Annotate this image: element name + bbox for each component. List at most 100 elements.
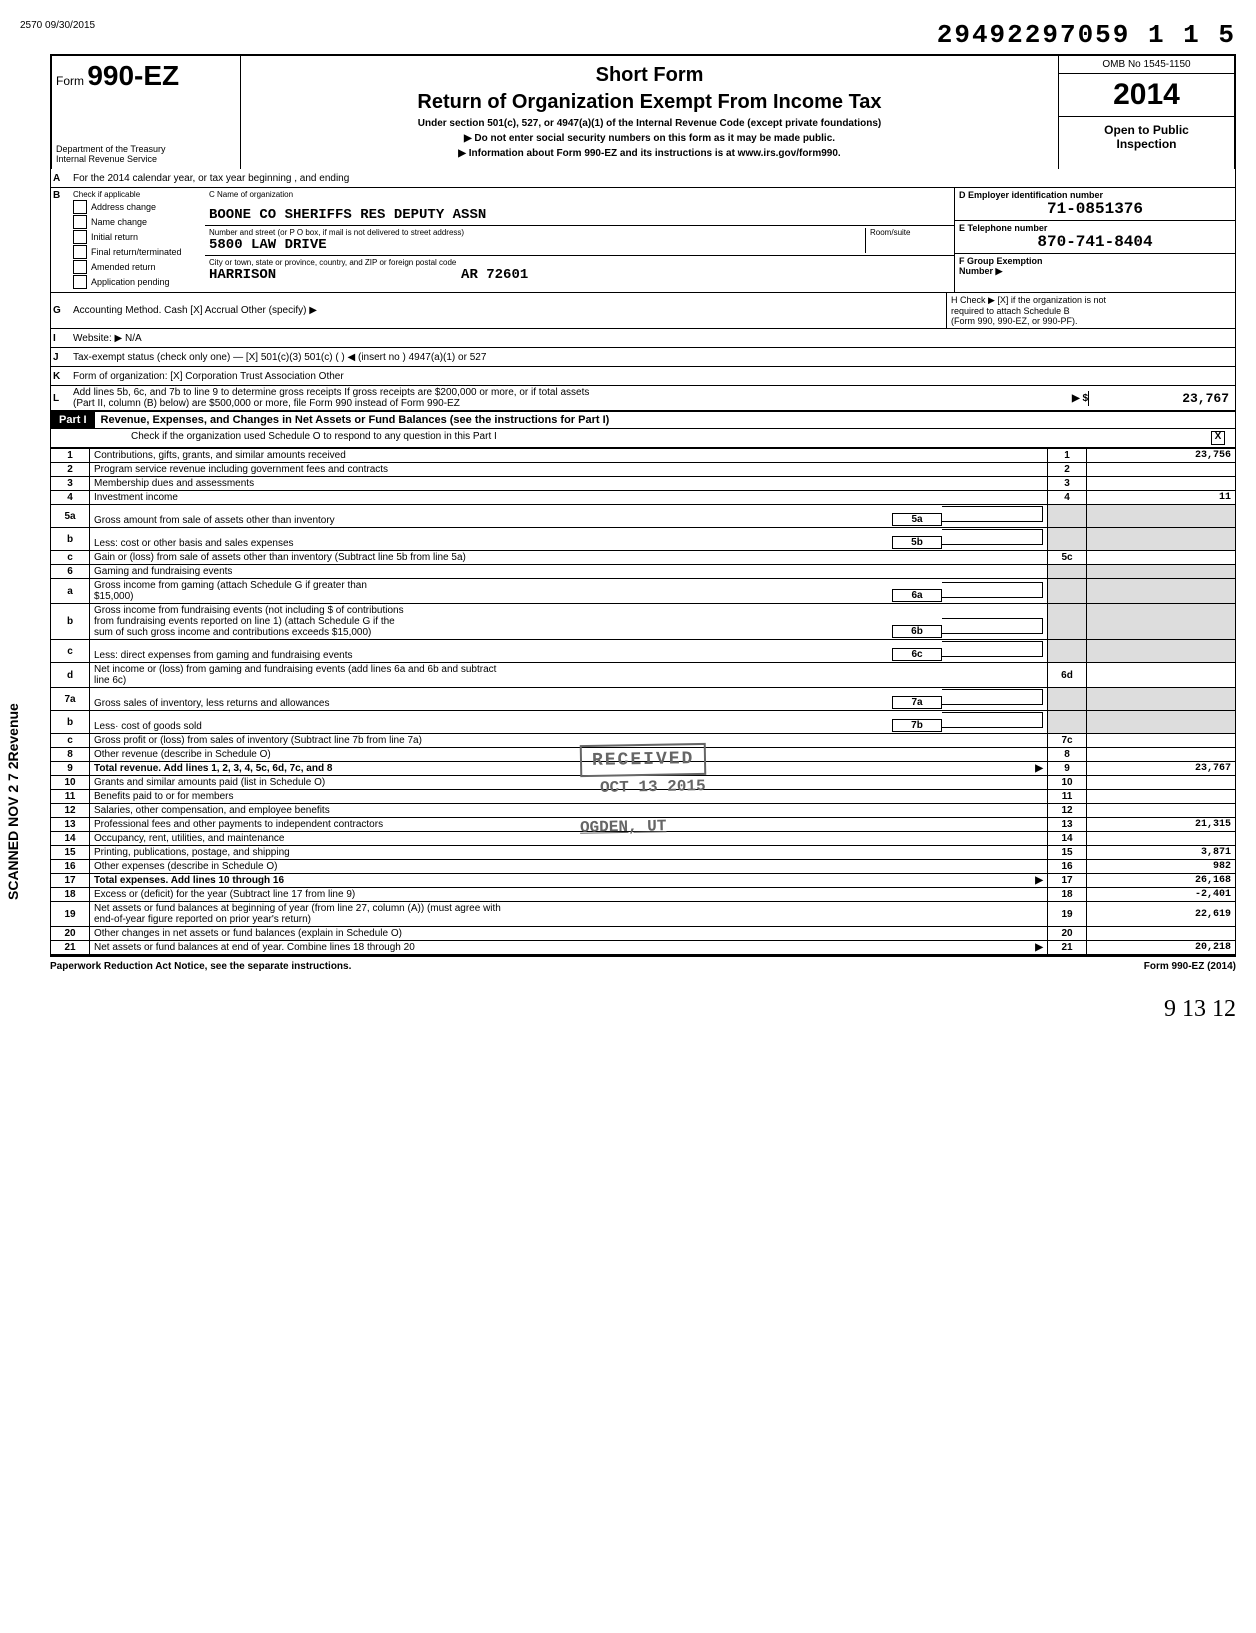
amt-cell bbox=[1087, 528, 1236, 551]
e-label: E Telephone number bbox=[959, 223, 1231, 233]
content-l: Add lines 5b, 6c, and 7b to line 9 to de… bbox=[71, 386, 1048, 410]
amt-cell: 22,619 bbox=[1087, 902, 1236, 927]
line-number: 19 bbox=[51, 902, 90, 927]
top-header: 2570 09/30/2015 29492297059 1 1 5 bbox=[20, 20, 1236, 50]
row-k: K Form of organization: [X] Corporation … bbox=[50, 367, 1236, 386]
line-desc: Less· cost of goods sold7b bbox=[90, 711, 1048, 734]
table-row: 6Gaming and fundraising events bbox=[51, 565, 1236, 579]
amt-cell bbox=[1087, 734, 1236, 748]
amt-cell: 21,315 bbox=[1087, 818, 1236, 832]
table-row: cGain or (loss) from sale of assets othe… bbox=[51, 551, 1236, 565]
amt-cell: 3,871 bbox=[1087, 846, 1236, 860]
stamp-loc: OGDEN, UT bbox=[570, 813, 677, 841]
label-b: B bbox=[51, 188, 71, 292]
sub-line-box: 5b bbox=[892, 536, 942, 549]
content-i: Website: ▶ N/A bbox=[71, 332, 1235, 345]
line-num-cell bbox=[1048, 528, 1087, 551]
line-number: 21 bbox=[51, 941, 90, 955]
org-name-row: C Name of organization BOONE CO SHERIFFS… bbox=[205, 188, 954, 226]
check-label: Check if applicable bbox=[73, 190, 203, 199]
line-desc: Grants and similar amounts paid (list in… bbox=[90, 776, 1048, 790]
line-desc: Salaries, other compensation, and employ… bbox=[90, 804, 1048, 818]
cb-label: Initial return bbox=[91, 232, 138, 242]
section-a-row: A For the 2014 calendar year, or tax yea… bbox=[50, 169, 1236, 188]
part1-check-text: Check if the organization used Schedule … bbox=[131, 431, 497, 445]
line-number: 10 bbox=[51, 776, 90, 790]
label-g: G bbox=[51, 304, 71, 317]
check-pending: Application pending bbox=[73, 275, 203, 289]
line-number: b bbox=[51, 604, 90, 640]
checkbox[interactable] bbox=[73, 245, 87, 259]
line-num-cell: 11 bbox=[1048, 790, 1087, 804]
open-public: Open to Public Inspection bbox=[1059, 117, 1234, 169]
amt-cell: 982 bbox=[1087, 860, 1236, 874]
checkbox[interactable] bbox=[73, 260, 87, 274]
ein: 71-0851376 bbox=[959, 200, 1231, 218]
line-number: 16 bbox=[51, 860, 90, 874]
checkbox[interactable] bbox=[73, 275, 87, 289]
ein-row: D Employer identification number 71-0851… bbox=[955, 188, 1235, 221]
checkbox[interactable] bbox=[73, 230, 87, 244]
line-number: a bbox=[51, 579, 90, 604]
line-number: 15 bbox=[51, 846, 90, 860]
amt-cell: -2,401 bbox=[1087, 888, 1236, 902]
line-desc: Other changes in net assets or fund bala… bbox=[90, 927, 1048, 941]
check-final: Final return/terminated bbox=[73, 245, 203, 259]
line-num-cell: 20 bbox=[1048, 927, 1087, 941]
table-row: 21Net assets or fund balances at end of … bbox=[51, 941, 1236, 955]
arrow-icon: ▶ bbox=[1035, 763, 1043, 774]
line-number: 17 bbox=[51, 874, 90, 888]
line-number: 9 bbox=[51, 762, 90, 776]
checkbox[interactable] bbox=[73, 200, 87, 214]
row-l: L Add lines 5b, 6c, and 7b to line 9 to … bbox=[50, 386, 1236, 411]
line-number: 20 bbox=[51, 927, 90, 941]
line-desc: Less: cost or other basis and sales expe… bbox=[90, 528, 1048, 551]
line-num-cell bbox=[1048, 711, 1087, 734]
label-i: I bbox=[51, 332, 71, 345]
cb-label: Amended return bbox=[91, 262, 156, 272]
table-row: 7aGross sales of inventory, less returns… bbox=[51, 688, 1236, 711]
line-number: 7a bbox=[51, 688, 90, 711]
line-num-cell: 17 bbox=[1048, 874, 1087, 888]
amt-cell bbox=[1087, 477, 1236, 491]
section-b-row: B Check if applicable Address change Nam… bbox=[50, 188, 1236, 293]
line-desc: Printing, publications, postage, and shi… bbox=[90, 846, 1048, 860]
sub-line-box: 6a bbox=[892, 589, 942, 602]
amt-cell bbox=[1087, 505, 1236, 528]
sub-line-box: 6b bbox=[892, 625, 942, 638]
line-num-cell: 21 bbox=[1048, 941, 1087, 955]
part1-header: Part I Revenue, Expenses, and Changes in… bbox=[50, 411, 1236, 429]
org-addr: 5800 LAW DRIVE bbox=[209, 237, 865, 253]
line-desc: Net assets or fund balances at beginning… bbox=[90, 902, 1048, 927]
line-number: 18 bbox=[51, 888, 90, 902]
amt-cell bbox=[1087, 604, 1236, 640]
line-number: d bbox=[51, 663, 90, 688]
cb-label: Application pending bbox=[91, 277, 170, 287]
line-num-cell bbox=[1048, 640, 1087, 663]
arrow-icon: ▶ bbox=[1035, 875, 1043, 886]
line-desc: Gross income from gaming (attach Schedul… bbox=[90, 579, 1048, 604]
lines-table: 1Contributions, gifts, grants, and simil… bbox=[50, 448, 1236, 955]
sub-line-box: 7b bbox=[892, 719, 942, 732]
sub-line-box: 5a bbox=[892, 513, 942, 526]
handwriting: 9 13 12 bbox=[20, 996, 1236, 1023]
cb-label: Address change bbox=[91, 202, 156, 212]
amt-cell bbox=[1087, 565, 1236, 579]
table-row: aGross income from gaming (attach Schedu… bbox=[51, 579, 1236, 604]
part1-checkbox[interactable]: X bbox=[1211, 431, 1225, 445]
line-num-cell bbox=[1048, 579, 1087, 604]
line-desc: Occupancy, rent, utilities, and maintena… bbox=[90, 832, 1048, 846]
line-number: b bbox=[51, 528, 90, 551]
line-num-cell bbox=[1048, 604, 1087, 640]
line-num-cell bbox=[1048, 565, 1087, 579]
check-initial: Initial return bbox=[73, 230, 203, 244]
cb-label: Name change bbox=[91, 217, 147, 227]
line-desc: Gross amount from sale of assets other t… bbox=[90, 505, 1048, 528]
form-number: Form 990-EZ bbox=[56, 60, 236, 92]
stamp-date: OCT 13 2015 bbox=[590, 773, 716, 801]
checkbox[interactable] bbox=[73, 215, 87, 229]
line-number: c bbox=[51, 734, 90, 748]
amt-cell bbox=[1087, 463, 1236, 477]
line-desc: Program service revenue including govern… bbox=[90, 463, 1048, 477]
row-i: I Website: ▶ N/A bbox=[50, 329, 1236, 348]
